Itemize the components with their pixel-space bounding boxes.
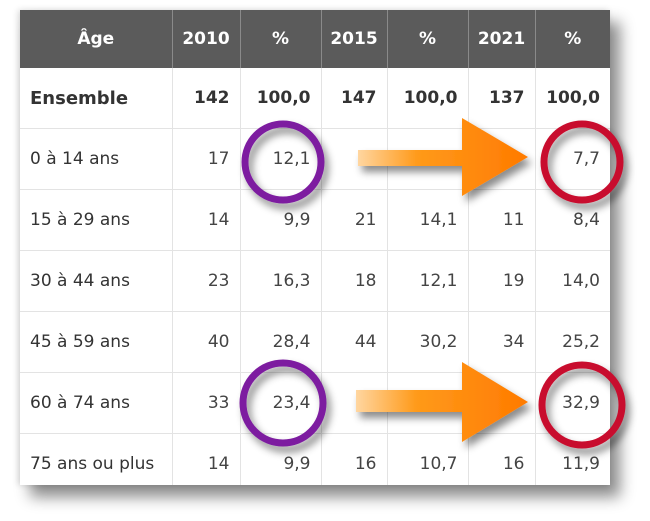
table-cell: 11,9 [535, 433, 610, 485]
table-cell: 137 [468, 68, 536, 129]
table-row-ensemble: Ensemble 142 100,0 147 100,0 137 100,0 [20, 68, 610, 129]
row-label: 0 à 14 ans [20, 128, 173, 190]
table-cell: 11 [468, 189, 536, 251]
table-row-30-44: 30 à 44 ans 23 16,3 18 12,1 19 14,0 [20, 250, 610, 312]
table-cell: 147 [321, 68, 388, 129]
table-cell [387, 128, 469, 190]
table-cell: 32,9 [535, 372, 610, 434]
table-row-60-74: 60 à 74 ans 33 23,4 32,9 [20, 372, 610, 434]
table-row-0-14: 0 à 14 ans 17 12,1 7,7 [20, 128, 610, 190]
header-2015-pct: % [387, 10, 469, 68]
table-cell: 18 [321, 250, 388, 312]
row-label: 75 ans ou plus [20, 433, 173, 485]
table-cell: 9,9 [240, 189, 322, 251]
table-cell: 9,9 [240, 433, 322, 485]
table-cell: 40 [172, 311, 241, 373]
header-age: Âge [20, 10, 173, 68]
table-cell: 34 [468, 311, 536, 373]
header-2021-pct: % [535, 10, 610, 68]
table-cell: 19 [468, 250, 536, 312]
row-label: 60 à 74 ans [20, 372, 173, 434]
header-2010: 2010 [172, 10, 241, 68]
table-cell: 100,0 [387, 68, 469, 129]
table-cell: 23 [172, 250, 241, 312]
age-table: Âge 2010 % 2015 % 2021 % Ensemble 142 10… [20, 10, 610, 485]
table-cell: 8,4 [535, 189, 610, 251]
table-cell [468, 128, 536, 190]
table-cell: 28,4 [240, 311, 322, 373]
table-cell: 14,1 [387, 189, 469, 251]
table-cell: 25,2 [535, 311, 610, 373]
table-cell: 14 [172, 433, 241, 485]
row-label: 45 à 59 ans [20, 311, 173, 373]
table-cell [387, 372, 469, 434]
table-cell: 23,4 [240, 372, 322, 434]
header-row: Âge 2010 % 2015 % 2021 % [20, 10, 610, 68]
table-cell: 142 [172, 68, 241, 129]
table-cell: 12,1 [240, 128, 322, 190]
table-cell: 16 [321, 433, 388, 485]
table-cell: 100,0 [240, 68, 322, 129]
table-cell: 10,7 [387, 433, 469, 485]
row-label: Ensemble [20, 68, 173, 129]
header-2010-pct: % [240, 10, 322, 68]
table-cell: 16,3 [240, 250, 322, 312]
table-row-75-plus: 75 ans ou plus 14 9,9 16 10,7 16 11,9 [20, 433, 610, 485]
table-cell: 12,1 [387, 250, 469, 312]
table-cell: 100,0 [535, 68, 610, 129]
table-row-45-59: 45 à 59 ans 40 28,4 44 30,2 34 25,2 [20, 311, 610, 373]
table-cell: 16 [468, 433, 536, 485]
table-cell: 14,0 [535, 250, 610, 312]
table-cell: 21 [321, 189, 388, 251]
table-cell [468, 372, 536, 434]
table-cell [321, 372, 388, 434]
header-2021: 2021 [468, 10, 536, 68]
table-cell: 33 [172, 372, 241, 434]
header-2015: 2015 [321, 10, 388, 68]
table-cell: 17 [172, 128, 241, 190]
row-label: 15 à 29 ans [20, 189, 173, 251]
row-label: 30 à 44 ans [20, 250, 173, 312]
data-table-card: Âge 2010 % 2015 % 2021 % Ensemble 142 10… [20, 10, 610, 485]
table-row-15-29: 15 à 29 ans 14 9,9 21 14,1 11 8,4 [20, 189, 610, 251]
table-cell: 30,2 [387, 311, 469, 373]
table-cell [321, 128, 388, 190]
table-cell: 14 [172, 189, 241, 251]
table-cell: 44 [321, 311, 388, 373]
table-cell: 7,7 [535, 128, 610, 190]
